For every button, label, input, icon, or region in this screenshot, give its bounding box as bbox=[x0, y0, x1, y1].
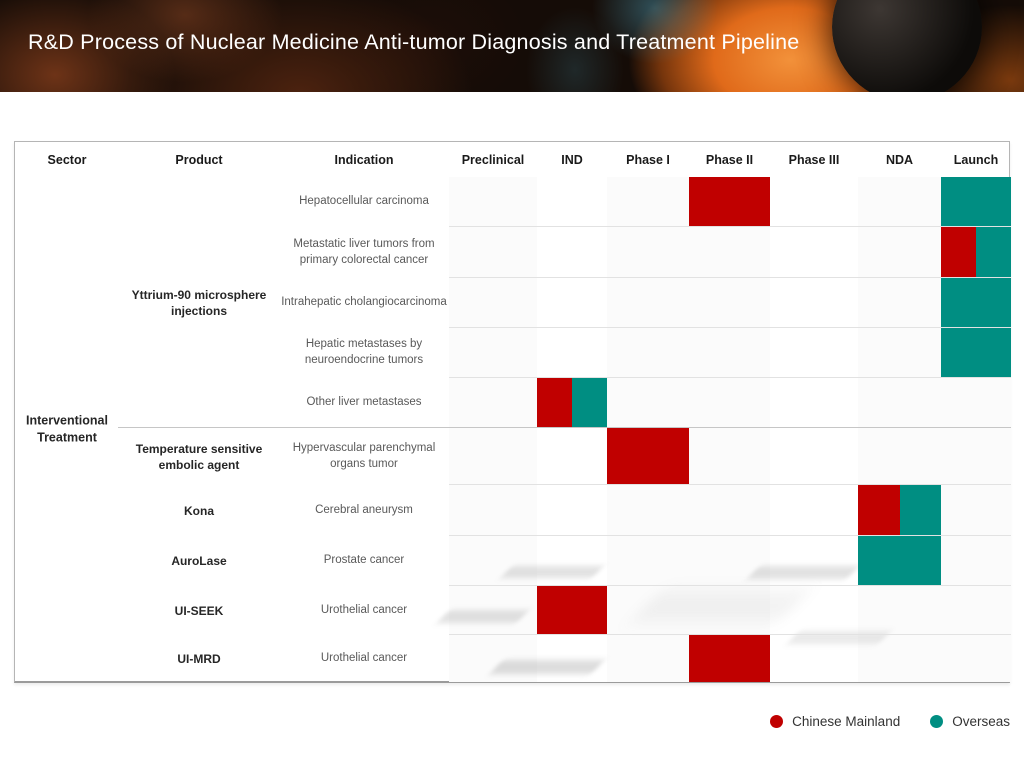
indication-label: Cerebral aneurysm bbox=[315, 503, 413, 516]
column-header-launch: Launch bbox=[953, 152, 999, 167]
row-divider bbox=[449, 277, 1011, 278]
pipeline-bar-mainland bbox=[689, 177, 770, 227]
row-divider bbox=[449, 484, 1011, 485]
sphere-decoration bbox=[832, 0, 982, 92]
column-header-phase-1: Phase I bbox=[626, 152, 670, 167]
shadow-decoration bbox=[787, 631, 891, 644]
indication-label: Urothelial cancer bbox=[320, 651, 408, 664]
pipeline-bar-overseas bbox=[941, 278, 1011, 328]
product-label: Yttrium-90 microsphere injections bbox=[131, 287, 267, 318]
column-stripe bbox=[770, 177, 858, 682]
indication-label: Hypervascular parenchymal organs tumor bbox=[292, 441, 436, 470]
shadow-decoration bbox=[747, 566, 859, 579]
column-header-nda: NDA bbox=[885, 152, 914, 167]
pipeline-bar-mainland bbox=[941, 227, 976, 278]
sector-label: Interventional Treatment bbox=[26, 413, 108, 445]
legend-label: Overseas bbox=[952, 714, 1010, 729]
column-header-product: Product bbox=[175, 152, 223, 167]
indication-label: Prostate cancer bbox=[323, 554, 405, 567]
banner: R&D Process of Nuclear Medicine Anti-tum… bbox=[0, 0, 1024, 92]
indication-label: Other liver metastases bbox=[306, 396, 422, 409]
column-header-indication: Indication bbox=[334, 152, 394, 167]
product-label: UI-SEEK bbox=[174, 603, 224, 618]
row-divider bbox=[449, 377, 1011, 378]
pipeline-bar-overseas bbox=[976, 227, 1011, 278]
pipeline-bar-mainland bbox=[537, 586, 607, 635]
pipeline-bar-mainland bbox=[537, 378, 572, 428]
pipeline-bar-mainland bbox=[607, 428, 689, 485]
indication-label: Urothelial cancer bbox=[320, 603, 408, 616]
row-divider bbox=[449, 327, 1011, 328]
page-title: R&D Process of Nuclear Medicine Anti-tum… bbox=[28, 30, 800, 54]
column-header-ind: IND bbox=[561, 152, 583, 167]
column-header-preclinical: Preclinical bbox=[461, 152, 525, 167]
column-header-phase-3: Phase III bbox=[788, 152, 840, 167]
pipeline-table-body: Sector Product Indication Preclinical IN… bbox=[15, 142, 1011, 682]
column-header-phase-2: Phase II bbox=[705, 152, 754, 167]
pipeline-bar-overseas bbox=[858, 536, 941, 586]
product-group-divider bbox=[118, 427, 1011, 428]
pipeline-table: Sector Product Indication Preclinical IN… bbox=[14, 141, 1011, 683]
pipeline-bar-mainland bbox=[689, 635, 770, 682]
pipeline-bar-mainland bbox=[858, 485, 900, 536]
product-label: AuroLase bbox=[171, 553, 227, 568]
legend: Chinese Mainland Overseas bbox=[770, 714, 1010, 729]
legend-item-mainland: Chinese Mainland bbox=[770, 714, 900, 729]
legend-dot-mainland-icon bbox=[770, 715, 784, 728]
indication-label: Hepatic metastases by neuroendocrine tum… bbox=[304, 338, 424, 366]
indication-label: Metastatic liver tumors from primary col… bbox=[293, 237, 435, 266]
row-divider bbox=[449, 226, 1011, 227]
pipeline-bar-overseas bbox=[899, 485, 941, 536]
indication-label: Hepatocellular carcinoma bbox=[299, 195, 429, 208]
product-label: UI-MRD bbox=[177, 651, 221, 666]
pipeline-bar-overseas bbox=[941, 328, 1011, 378]
shadow-decoration bbox=[437, 610, 529, 623]
pipeline-bar-overseas bbox=[572, 378, 607, 428]
row-divider bbox=[449, 535, 1011, 536]
shadow-decoration bbox=[630, 590, 810, 622]
shadow-decoration bbox=[500, 566, 604, 578]
shadow-decoration bbox=[489, 660, 605, 674]
legend-dot-overseas-icon bbox=[930, 715, 944, 728]
pipeline-bar-overseas bbox=[941, 177, 1011, 227]
row-divider bbox=[449, 585, 1011, 586]
indication-label: Intrahepatic cholangiocarcinoma bbox=[281, 296, 447, 309]
legend-item-overseas: Overseas bbox=[930, 714, 1010, 729]
row-divider bbox=[449, 634, 1011, 635]
product-label: Temperature sensitive embolic agent bbox=[135, 441, 263, 472]
column-header-sector: Sector bbox=[47, 152, 87, 167]
product-label: Kona bbox=[184, 503, 214, 518]
legend-label: Chinese Mainland bbox=[792, 714, 901, 729]
